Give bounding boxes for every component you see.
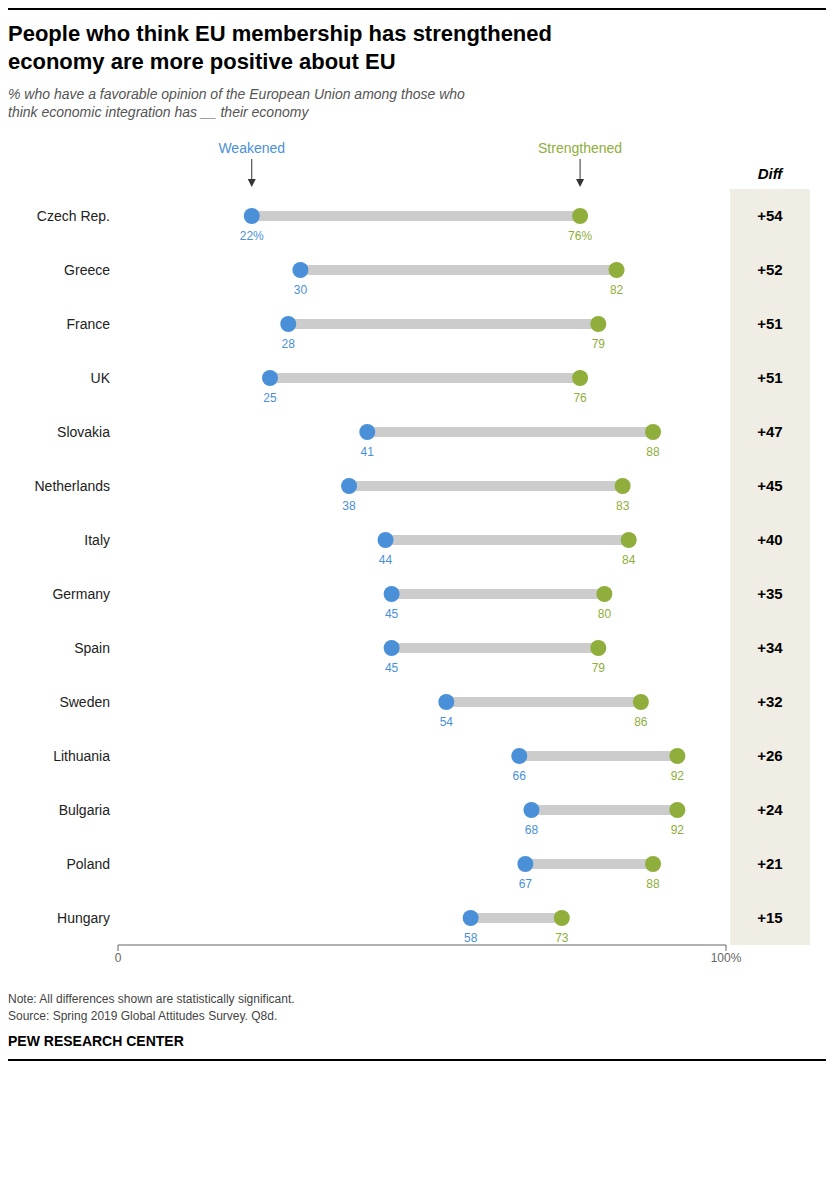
svg-text:France: France	[66, 316, 110, 332]
svg-text:83: 83	[616, 499, 630, 513]
svg-text:67: 67	[519, 877, 533, 891]
svg-text:25: 25	[263, 391, 277, 405]
svg-text:Czech Rep.: Czech Rep.	[37, 208, 110, 224]
svg-text:76%: 76%	[568, 229, 592, 243]
svg-text:+45: +45	[757, 477, 782, 494]
svg-text:+26: +26	[757, 747, 782, 764]
svg-text:54: 54	[440, 715, 454, 729]
svg-text:+51: +51	[757, 369, 782, 386]
svg-text:Netherlands: Netherlands	[35, 478, 111, 494]
svg-text:88: 88	[646, 877, 660, 891]
svg-text:+54: +54	[757, 207, 783, 224]
svg-text:Poland: Poland	[66, 856, 110, 872]
svg-text:79: 79	[592, 337, 606, 351]
svg-text:Strengthened: Strengthened	[538, 140, 622, 156]
svg-text:45: 45	[385, 607, 399, 621]
svg-text:Greece: Greece	[64, 262, 110, 278]
svg-text:45: 45	[385, 661, 399, 675]
svg-text:22%: 22%	[240, 229, 264, 243]
svg-text:30: 30	[294, 283, 308, 297]
svg-text:82: 82	[610, 283, 624, 297]
svg-text:+52: +52	[757, 261, 782, 278]
svg-text:+40: +40	[757, 531, 782, 548]
svg-text:Germany: Germany	[52, 586, 110, 602]
svg-text:UK: UK	[91, 370, 111, 386]
svg-text:Lithuania: Lithuania	[53, 748, 110, 764]
svg-text:68: 68	[525, 823, 539, 837]
svg-text:38: 38	[342, 499, 356, 513]
svg-text:+35: +35	[757, 585, 782, 602]
svg-text:92: 92	[671, 823, 685, 837]
svg-text:+21: +21	[757, 855, 782, 872]
svg-text:44: 44	[379, 553, 393, 567]
svg-text:100%: 100%	[711, 951, 742, 965]
svg-text:+15: +15	[757, 909, 782, 926]
svg-text:+32: +32	[757, 693, 782, 710]
svg-text:73: 73	[555, 931, 569, 945]
svg-text:+51: +51	[757, 315, 782, 332]
svg-text:76: 76	[573, 391, 587, 405]
html-text:People who think EU membership: People who think EU membership has stren…	[8, 21, 552, 74]
html-text:PEW RESEARCH CENTER: PEW RESEARCH CENTER	[8, 1033, 184, 1049]
svg-text:86: 86	[634, 715, 648, 729]
svg-text:79: 79	[592, 661, 606, 675]
html-text:% who have a favorable opinion: % who have a favorable opinion of the Eu…	[8, 86, 465, 121]
svg-text:92: 92	[671, 769, 685, 783]
html-text:Note: All differences shown ar: Note: All differences shown are statisti…	[8, 992, 295, 1024]
svg-text:Slovakia: Slovakia	[57, 424, 110, 440]
svg-text:28: 28	[282, 337, 296, 351]
svg-text:88: 88	[646, 445, 660, 459]
svg-text:Weakened: Weakened	[218, 140, 285, 156]
svg-text:+24: +24	[757, 801, 783, 818]
svg-text:+47: +47	[757, 423, 782, 440]
svg-text:Sweden: Sweden	[59, 694, 110, 710]
svg-text:0: 0	[115, 951, 122, 965]
svg-text:Diff: Diff	[758, 165, 785, 182]
svg-text:80: 80	[598, 607, 612, 621]
svg-text:+34: +34	[757, 639, 783, 656]
svg-text:66: 66	[513, 769, 527, 783]
svg-text:Italy: Italy	[84, 532, 110, 548]
svg-text:Spain: Spain	[74, 640, 110, 656]
svg-text:58: 58	[464, 931, 478, 945]
svg-text:84: 84	[622, 553, 636, 567]
svg-text:Bulgaria: Bulgaria	[59, 802, 111, 818]
svg-text:Hungary: Hungary	[57, 910, 110, 926]
svg-text:41: 41	[361, 445, 375, 459]
